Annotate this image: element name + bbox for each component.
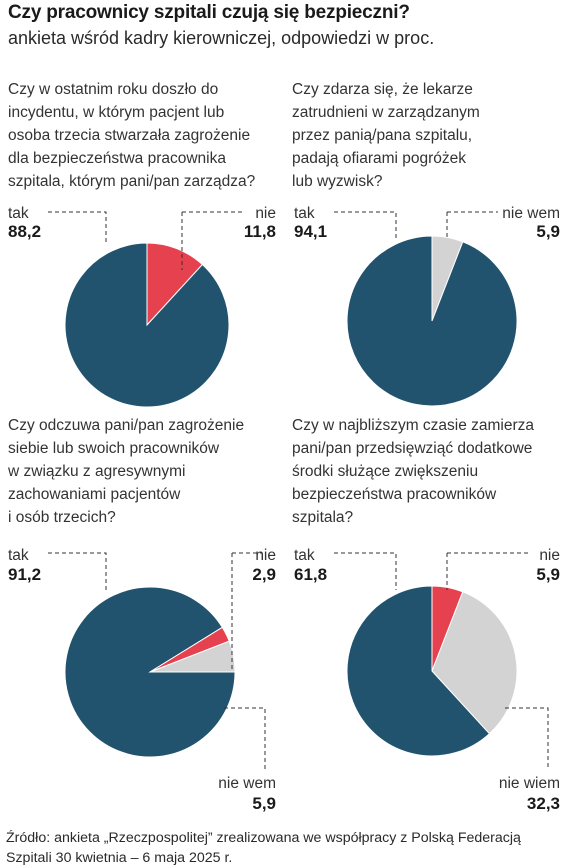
leader-line bbox=[224, 707, 266, 770]
pie1-nie-label: nie bbox=[255, 205, 276, 222]
leader-line bbox=[48, 211, 107, 245]
pie1-tak-label: tak bbox=[8, 205, 29, 222]
question-1: Czy w ostatnim roku doszło do incydentu,… bbox=[8, 78, 278, 193]
question-2-line: przez panią/pana szpitalu, bbox=[292, 127, 473, 144]
question-4-line: Czy w najbliższym czasie zamierza bbox=[292, 417, 535, 434]
question-3-line: zachowaniami pacjentów bbox=[8, 486, 181, 503]
pie2-niewem-label: nie wem bbox=[502, 205, 560, 222]
question-2-line: lub wyzwisk? bbox=[292, 173, 383, 190]
question-3-line: w związku z agresywnymi bbox=[8, 463, 186, 480]
source-note: Źródło: ankieta „Rzeczpospolitej” zreali… bbox=[6, 828, 558, 868]
source-line-1: Źródło: ankieta „Rzeczpospolitej” zreali… bbox=[6, 830, 521, 846]
pie3-nie-value: 2,9 bbox=[252, 565, 276, 584]
pie4-niewiem-label: nie wiem bbox=[498, 775, 560, 792]
pie3-tak-value: 91,2 bbox=[8, 565, 42, 584]
question-3-line: Czy odczuwa pani/pan zagrożenie bbox=[8, 417, 245, 434]
question-4-line: bezpieczeństwa pracowników bbox=[292, 486, 497, 503]
leader-line bbox=[334, 211, 397, 240]
question-1-line: szpitala, którym pani/pan zarządza? bbox=[8, 173, 256, 190]
question-1-line: dla bezpieczeństwa pracownika bbox=[8, 150, 226, 167]
pie3-nie-label: nie bbox=[255, 547, 276, 564]
chart-title: Czy pracownicy szpitali czują się bezpie… bbox=[8, 2, 410, 23]
leader-line bbox=[505, 707, 549, 770]
pie2-tak-value: 94,1 bbox=[294, 222, 328, 241]
source-line-2: Szpitali 30 kwietnia – 6 maja 2025 r. bbox=[6, 850, 233, 866]
pie3-niewem-value: 5,9 bbox=[252, 794, 276, 813]
leader-line bbox=[48, 552, 107, 590]
question-4-line: szpitala? bbox=[292, 509, 354, 526]
question-2-line: zatrudnieni w zarządzanym bbox=[292, 104, 480, 121]
question-1-line: osoba trzecia stwarzała zagrożenie bbox=[8, 127, 251, 144]
pie4-tak-value: 61,8 bbox=[294, 565, 328, 584]
question-1-line: incydentu, w którym pacjent lub bbox=[8, 104, 225, 121]
question-2-line: padają ofiarami pogróżek bbox=[292, 150, 467, 167]
pie4-nie-value: 5,9 bbox=[536, 565, 560, 584]
pie3-niewem-label: nie wem bbox=[218, 775, 276, 792]
pie4-niewiem-value: 32,3 bbox=[526, 794, 560, 813]
pie4-slice-tak bbox=[346, 585, 491, 757]
pie1-slice-tak bbox=[64, 242, 230, 408]
pie1-tak-value: 88,2 bbox=[8, 222, 42, 241]
pie4-tak-label: tak bbox=[294, 547, 315, 564]
question-2-line: Czy zdarza się, że lekarze bbox=[292, 81, 473, 98]
question-3: Czy odczuwa pani/pan zagrożenie siebie l… bbox=[8, 414, 278, 529]
pie2-slice-tak bbox=[346, 235, 518, 407]
pie1-nie-value: 11,8 bbox=[243, 222, 276, 241]
pie4-nie-label: nie bbox=[539, 547, 560, 564]
pie2-niewem-value: 5,9 bbox=[536, 222, 560, 241]
question-2: Czy zdarza się, że lekarze zatrudnieni w… bbox=[292, 78, 560, 193]
question-3-line: i osób trzecich? bbox=[8, 509, 116, 526]
pie2-tak-label: tak bbox=[294, 205, 315, 222]
question-4-line: pani/pan przedsięwziąć dodatkowe bbox=[292, 440, 533, 457]
leader-line bbox=[334, 552, 397, 590]
pie1-slice-nie bbox=[146, 242, 204, 327]
pie3-slice-nie-wem bbox=[149, 640, 236, 673]
pie3-tak-label: tak bbox=[8, 547, 29, 564]
question-1-line: Czy w ostatnim roku doszło do bbox=[8, 81, 219, 98]
chart-subtitle: ankieta wśród kadry kierowniczej, odpowi… bbox=[8, 28, 435, 48]
pie4-slice-nie-wiem bbox=[431, 591, 518, 735]
question-4-line: środki służące zwiększeniu bbox=[292, 463, 479, 480]
question-4: Czy w najbliższym czasie zamierza pani/p… bbox=[292, 414, 560, 529]
question-3-line: siebie lub swoich pracowników bbox=[8, 440, 220, 457]
